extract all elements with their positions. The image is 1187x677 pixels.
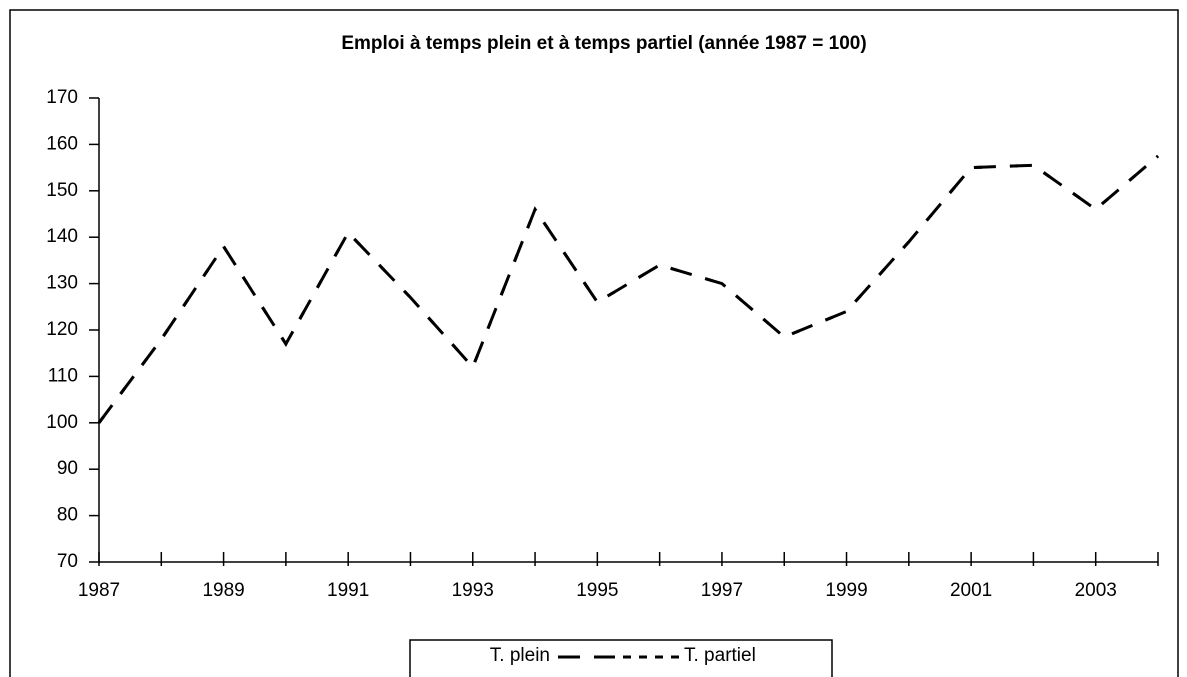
y-tick-label: 170 <box>46 87 78 108</box>
x-tick-label: 1997 <box>701 580 743 601</box>
x-tick-label: 1989 <box>202 580 244 601</box>
x-tick-label: 2001 <box>950 580 992 601</box>
chart-border <box>9 9 1179 677</box>
x-tick-label: 1993 <box>452 580 494 601</box>
legend-label: T. partiel <box>684 645 756 666</box>
x-tick-label: 1991 <box>327 580 369 601</box>
y-tick-label: 70 <box>57 551 78 572</box>
legend-label: T. plein <box>490 645 550 666</box>
x-tick-label: 2003 <box>1075 580 1117 601</box>
y-tick-label: 120 <box>46 319 78 340</box>
y-tick-label: 80 <box>57 505 78 526</box>
series-line <box>97 154 1159 424</box>
y-tick-label: 100 <box>46 412 78 433</box>
y-tick-label: 150 <box>46 180 78 201</box>
y-tick-label: 140 <box>46 226 78 247</box>
x-tick-label: 1995 <box>576 580 618 601</box>
x-tick-label: 1987 <box>78 580 120 601</box>
chart-title: Emploi à temps plein et à temps partiel … <box>341 33 866 54</box>
y-tick-label: 160 <box>46 133 78 154</box>
y-tick-label: 110 <box>48 365 78 386</box>
y-tick-label: 90 <box>57 458 78 479</box>
x-tick-label: 1999 <box>825 580 867 601</box>
y-tick-label: 130 <box>46 273 78 294</box>
legend-box <box>409 639 833 677</box>
